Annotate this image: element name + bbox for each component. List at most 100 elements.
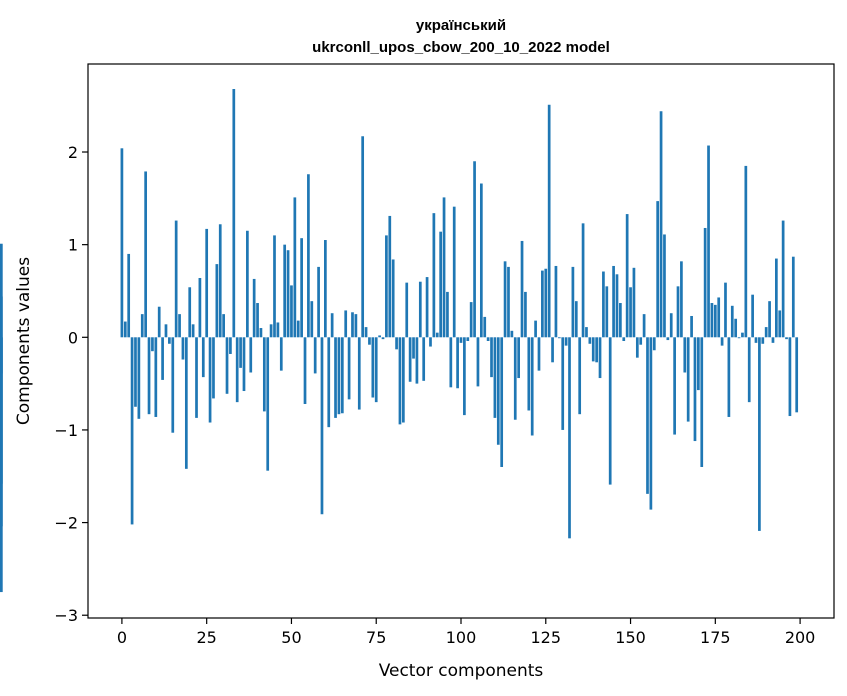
bar-component-190: [764, 327, 768, 338]
bar-component-141: [598, 337, 602, 379]
bar-component-128: [554, 265, 558, 338]
bar-component-142: [602, 271, 605, 338]
bar-component-73: [368, 337, 371, 345]
bar-component-164: [676, 286, 680, 338]
bar-component-86: [412, 337, 415, 359]
bar-component-7: [144, 171, 147, 338]
bar-component-181: [734, 318, 738, 338]
bar-component-16: [174, 220, 178, 338]
bar-component-122: [534, 320, 537, 338]
bar-component-151: [632, 267, 636, 338]
bar-component-33: [232, 89, 236, 338]
bar-component-53: [300, 238, 303, 338]
bar-component-121: [530, 337, 534, 436]
bar-component-77: [381, 337, 385, 340]
bar-component-194: [778, 310, 782, 338]
bar-component-198: [791, 256, 795, 338]
y-axis-label: Components values: [14, 257, 34, 425]
bar-component-185: [747, 337, 751, 403]
bar-component-104: [473, 161, 476, 338]
bar-component-108: [486, 337, 490, 341]
bar-component-158: [656, 201, 660, 338]
bar-component-112: [500, 337, 504, 467]
bar-component-124: [541, 270, 544, 338]
bar-component-55: [307, 174, 310, 338]
bar-component-52: [296, 320, 300, 338]
bar-component-120: [527, 337, 531, 411]
bar-component-176: [717, 297, 721, 338]
bar-component-12: [161, 337, 164, 380]
bar-component-67: [347, 337, 351, 400]
bar-component-177: [720, 337, 724, 346]
bar-component-166: [683, 337, 687, 373]
bar-component-19: [184, 337, 188, 469]
bars-group: [0, 89, 799, 593]
bar-component-29: [218, 224, 222, 338]
bar-component-165: [680, 261, 683, 338]
bar-component-24: [201, 337, 205, 378]
bar-component-17: [178, 314, 181, 338]
bar-component-79: [388, 215, 392, 338]
bar-component-2: [127, 253, 131, 338]
bar-component-117: [517, 337, 520, 379]
bar-component-92: [432, 213, 436, 338]
bar-component-36: [242, 337, 246, 392]
y-tick-label: 1: [68, 236, 78, 255]
x-tick-label: 0: [117, 628, 127, 647]
bar-component-50: [290, 285, 293, 338]
bar-component-25: [205, 228, 209, 338]
bar-component-186: [751, 294, 754, 338]
bar-component-13: [164, 324, 168, 338]
bar-component-83: [402, 337, 405, 423]
bar-component-97: [449, 337, 453, 388]
bar-component-62: [330, 313, 334, 338]
bar-component-57: [313, 337, 317, 374]
bar-component-161: [666, 337, 670, 341]
bar-component-5: [137, 337, 141, 419]
x-tick-label: 50: [281, 628, 301, 647]
bar-component-91: [429, 337, 432, 347]
bar-component-51: [293, 197, 297, 338]
bar-component-154: [642, 314, 646, 338]
bar-component-26: [208, 337, 212, 423]
bar-component-58: [317, 266, 320, 338]
bar-component-119: [524, 291, 527, 338]
bar-component-136: [581, 223, 585, 338]
bar-component-157: [652, 337, 656, 351]
bar-component-81: [395, 337, 398, 350]
bar-component-71: [361, 136, 365, 338]
bar-component-23: [198, 278, 202, 338]
bar-component-193: [775, 258, 778, 338]
bar-component-107: [483, 316, 487, 338]
bar-component-130: [561, 337, 565, 430]
bar-component-65: [340, 337, 344, 414]
bar-component-21: [191, 324, 195, 338]
bar-component-75: [374, 337, 378, 403]
bar-component-183: [741, 332, 744, 338]
bar-component-68: [351, 312, 354, 338]
bar-component-118: [520, 240, 524, 338]
bar-component-39: [252, 278, 256, 338]
bar-component-153: [639, 337, 643, 345]
bar-component-30: [222, 314, 225, 338]
bar-component-101: [463, 337, 466, 416]
bar-component-135: [578, 337, 582, 415]
bar-component-27: [212, 337, 215, 399]
bar-component-187: [754, 337, 758, 343]
bar-component-172: [703, 227, 707, 338]
bar-component-99: [456, 337, 459, 389]
bar-component-195: [781, 220, 785, 338]
bar-component-123: [537, 337, 541, 371]
bar-component-156: [649, 337, 653, 510]
bar-component-54: [303, 337, 307, 404]
bar-component-134: [574, 301, 578, 338]
bar-component-49: [286, 250, 290, 338]
bar-component-144: [608, 337, 612, 485]
bar-component-162: [669, 313, 673, 338]
bar-component-175: [713, 304, 717, 338]
bar-component-72: [364, 327, 368, 338]
x-axis-label: Vector components: [379, 661, 544, 681]
bar-component-46: [276, 322, 280, 338]
bar-component-18: [181, 337, 185, 360]
bar-component-159: [659, 111, 663, 338]
